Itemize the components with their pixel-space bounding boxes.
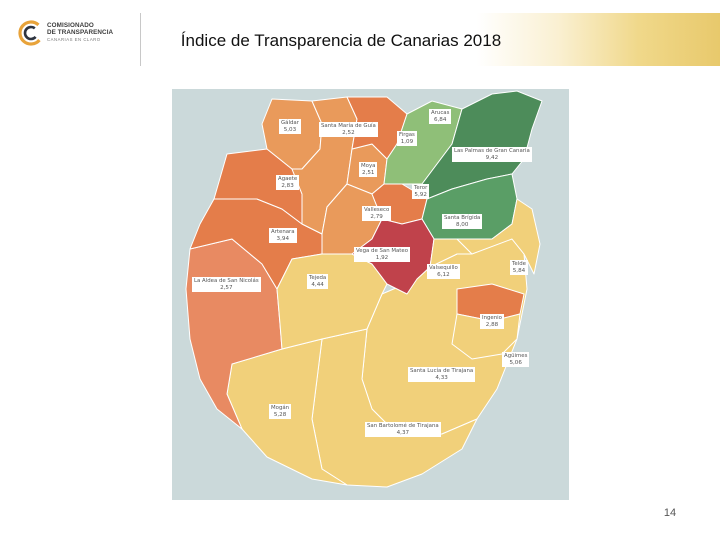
municipality-value: 9,42 (485, 154, 499, 161)
municipality-value: 6,12 (437, 271, 450, 278)
municipality-name: Santa Lucía de Tirajana (410, 368, 474, 374)
municipality-name: Arucas (431, 110, 450, 116)
page-number: 14 (663, 507, 677, 519)
municipality-name: San Bartolomé de Tirajana (367, 423, 439, 429)
municipality-name: Telde (512, 261, 526, 267)
map-label: Mogán 5,28 (269, 404, 292, 420)
logo-line-1: COMISIONADO (47, 22, 94, 29)
logo-text: COMISIONADO DE TRANSPARENCIA CANARIAS EN… (47, 22, 113, 43)
municipality-value: 5,06 (509, 359, 522, 366)
municipality-name: Agüimes (504, 353, 528, 359)
slide-header: COMISIONADO DE TRANSPARENCIA CANARIAS EN… (0, 0, 720, 68)
municipality-value: 1,92 (375, 254, 389, 261)
municipality-value: 2,83 (281, 182, 294, 189)
municipality-value: 1,09 (400, 138, 414, 145)
municipality-value: 2,88 (485, 321, 499, 328)
municipality-name: Santa Brígida (444, 215, 481, 221)
map-label: Teror 5,92 (412, 184, 430, 200)
map-label: San Bartolomé de Tirajana 4,37 (365, 422, 441, 438)
municipality-name: Ingenio (482, 315, 502, 321)
municipality-value: 4,44 (311, 281, 324, 288)
municipality-name: Firgas (399, 132, 415, 138)
municipality-value: 6,84 (433, 116, 447, 123)
logo-line-2: DE TRANSPARENCIA (47, 29, 114, 36)
municipality-value: 5,03 (283, 126, 297, 133)
title-band (141, 13, 720, 66)
map-label: Artenara 3,94 (269, 228, 297, 244)
municipality-name: Moya (361, 163, 376, 169)
municipality-name: Santa María de Guía (321, 123, 376, 129)
region-valsequillo (429, 238, 473, 268)
map-label: Telde 5,84 (510, 260, 528, 276)
municipality-value: 2,52 (342, 129, 355, 136)
municipality-name: Vega de San Mateo (356, 248, 409, 254)
map-label: Vega de San Mateo 1,92 (354, 247, 411, 263)
municipality-name: Teror (414, 185, 428, 191)
map-label: La Aldea de San Nicolás 2,57 (192, 277, 261, 293)
map-label: Gáldar 5,03 (279, 119, 301, 135)
map-label: Moya 2,51 (359, 162, 378, 178)
map-label: Firgas 1,09 (397, 131, 417, 147)
logo-tagline: CANARIAS EN CLARO (47, 37, 101, 42)
transparency-map: Gáldar 5,03 Santa María de Guía 2,52 Aruca… (172, 89, 569, 500)
municipality-value: 2,51 (361, 169, 375, 176)
header-divider (140, 13, 141, 66)
municipality-value: 4,33 (435, 374, 448, 381)
map-label: Valsequillo 6,12 (427, 264, 460, 280)
municipality-value: 4,37 (396, 429, 410, 436)
map-label: Agüimes 5,06 (502, 352, 530, 368)
map-label: Santa Lucía de Tirajana 4,33 (408, 367, 476, 383)
municipality-value: 8,00 (455, 221, 469, 228)
map-label: Ingenio 2,88 (480, 314, 504, 330)
municipality-value: 2,57 (220, 284, 233, 291)
municipality-name: Gáldar (281, 120, 299, 126)
map-label: Valleseco 2,79 (362, 206, 392, 222)
municipality-value: 5,92 (414, 191, 427, 198)
municipality-name: La Aldea de San Nicolás (194, 278, 259, 284)
municipality-name: Tejeda (309, 275, 327, 281)
municipality-name: Las Palmas de Gran Canaria (454, 148, 530, 154)
slide-title: Índice de Transparencia de Canarias 2018 (180, 31, 502, 50)
region-telde (456, 198, 541, 275)
municipality-value: 2,79 (370, 213, 383, 220)
municipality-name: Valleseco (364, 207, 390, 213)
c-ring-logo-icon (18, 20, 44, 46)
map-label: Tejeda 4,44 (307, 274, 329, 290)
municipality-value: 5,84 (512, 267, 526, 274)
map-label: Arucas 6,84 (429, 109, 452, 125)
map-label: Santa María de Guía 2,52 (319, 122, 378, 138)
municipality-name: Mogán (271, 405, 290, 411)
municipality-value: 3,94 (276, 235, 290, 242)
map-label: Las Palmas de Gran Canaria 9,42 (452, 147, 532, 163)
map-label: Agaete 2,83 (276, 175, 300, 191)
municipality-name: Valsequillo (429, 265, 458, 271)
map-label: Santa Brígida 8,00 (442, 214, 483, 230)
municipality-value: 5,28 (273, 411, 287, 418)
logo: COMISIONADO DE TRANSPARENCIA CANARIAS EN… (18, 18, 136, 54)
municipality-name: Artenara (271, 229, 295, 235)
municipality-name: Agaete (278, 176, 298, 182)
